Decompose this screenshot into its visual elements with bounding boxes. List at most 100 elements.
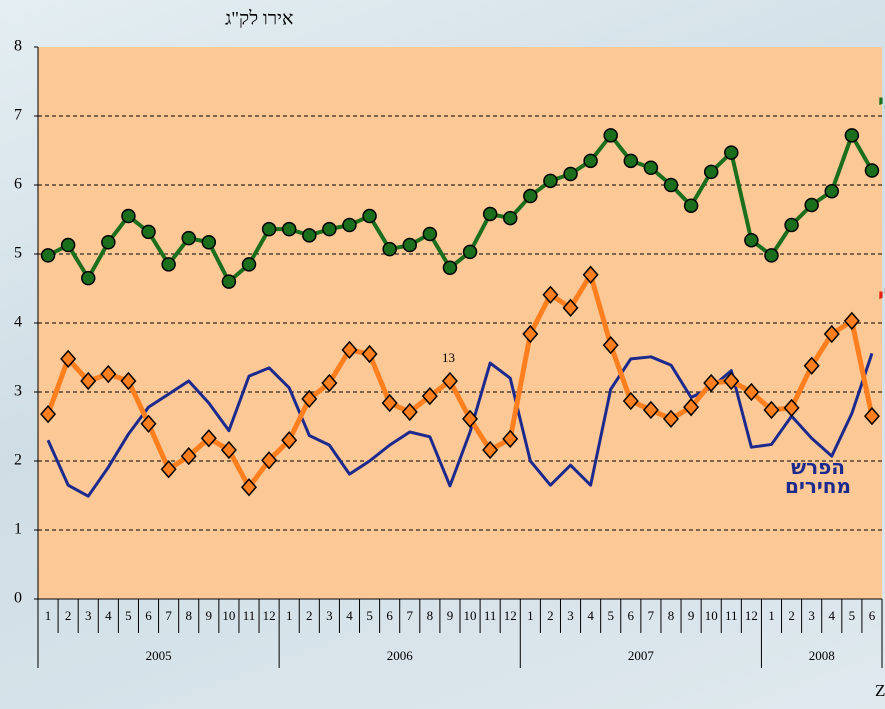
marker [603, 128, 618, 143]
x-tick-label: 10 [705, 608, 718, 623]
x-tick-label: 1 [286, 608, 293, 623]
x-tick-label: 7 [165, 608, 172, 623]
x-tick-label: 6 [145, 608, 152, 623]
marker [241, 478, 257, 497]
marker [622, 391, 639, 411]
x-tick-label: 3 [808, 608, 815, 623]
x-tick-label: 4 [346, 608, 353, 623]
marker [723, 371, 740, 391]
annotation: 13 [442, 350, 455, 365]
marker [181, 230, 196, 246]
marker [764, 248, 779, 263]
marker [362, 208, 377, 224]
marker [724, 145, 739, 160]
marker [864, 163, 880, 178]
marker [141, 224, 156, 240]
y-axis-label: אירו לק"ג [225, 8, 293, 29]
x-tick-label: 5 [366, 608, 373, 623]
marker [301, 389, 318, 409]
marker [221, 274, 237, 289]
y-tick-label: 4 [14, 314, 22, 331]
marker [261, 221, 277, 237]
marker [523, 188, 538, 204]
marker [40, 404, 57, 424]
marker [703, 373, 720, 393]
x-tick-label: 4 [587, 608, 594, 623]
marker [663, 177, 679, 193]
marker [100, 364, 117, 384]
x-tick-label: 11 [725, 608, 738, 623]
x-tick-label: 7 [648, 608, 655, 623]
marker [582, 265, 599, 284]
marker [140, 414, 157, 433]
marker [783, 398, 800, 418]
x-tick-label: 8 [427, 608, 434, 623]
marker [160, 460, 177, 479]
marker [703, 164, 719, 180]
x-tick-label: 12 [745, 608, 758, 623]
legend-label: הפרש מחירים [785, 455, 851, 498]
marker [120, 371, 137, 391]
x-tick-label: 3 [85, 608, 92, 623]
x-tick-label: 11 [484, 608, 497, 623]
marker [482, 206, 498, 222]
year-label: 2005 [146, 648, 172, 663]
marker [502, 429, 519, 449]
x-tick-label: 1 [768, 608, 775, 623]
marker [642, 400, 659, 420]
x-tick-label: 2 [306, 608, 313, 623]
x-tick-label: 7 [407, 608, 414, 623]
marker [803, 356, 820, 375]
x-tick-label: 9 [206, 608, 213, 623]
x-tick-label: 3 [326, 608, 333, 623]
year-label: 2007 [628, 648, 655, 663]
x-tick-label: 12 [504, 608, 517, 623]
y-tick-label: 5 [14, 245, 22, 262]
marker [823, 324, 840, 344]
marker [583, 153, 598, 169]
x-tick-label: 1 [45, 608, 52, 623]
marker [321, 373, 338, 393]
x-tick-label: 2 [65, 608, 72, 623]
marker [844, 128, 860, 143]
x-tick-label: 9 [688, 608, 695, 623]
marker [121, 208, 136, 224]
x-tick-label: 4 [105, 608, 112, 623]
marker [683, 398, 700, 417]
marker [442, 260, 458, 276]
marker [744, 232, 759, 248]
marker [101, 235, 116, 250]
x-tick-label: 12 [263, 608, 276, 623]
marker [322, 221, 337, 237]
marker [562, 298, 579, 317]
marker [643, 160, 659, 175]
marker [302, 228, 317, 243]
y-tick-label: 8 [14, 38, 22, 55]
marker [502, 210, 518, 226]
x-tick-label: 5 [607, 608, 614, 623]
y-tick-label: 7 [14, 107, 22, 124]
x-tick-label: 5 [849, 608, 856, 623]
x-tick-label: 10 [464, 608, 477, 623]
x-tick-label: 2 [547, 608, 554, 623]
marker [602, 335, 619, 355]
legend-label: פלפל אורגני [878, 90, 885, 114]
x-tick-label: 11 [243, 608, 256, 623]
marker [281, 221, 297, 237]
x-tick-label: 5 [125, 608, 132, 623]
x-tick-label: 10 [222, 608, 235, 623]
marker [281, 431, 298, 450]
year-label: 2006 [387, 648, 414, 663]
marker [482, 440, 499, 460]
y-tick-label: 3 [14, 383, 22, 400]
source: מקור הנתונים: ZMP [875, 681, 885, 700]
marker [563, 166, 578, 182]
marker [843, 311, 860, 331]
x-tick-label: 9 [447, 608, 454, 623]
marker [421, 387, 438, 406]
marker [161, 257, 176, 272]
marker [241, 257, 257, 272]
marker [342, 217, 357, 233]
marker [683, 198, 699, 213]
